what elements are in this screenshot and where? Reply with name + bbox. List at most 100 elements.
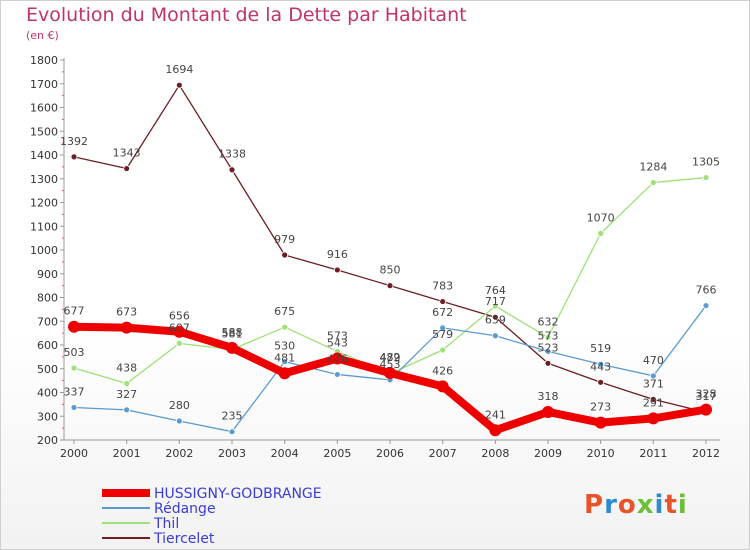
data-label: 453 (380, 358, 401, 371)
legend-label: Rédange (154, 501, 216, 517)
data-point (700, 403, 712, 416)
data-point (491, 302, 499, 310)
y-tick-label: 700 (37, 315, 58, 328)
data-label: 443 (590, 360, 611, 373)
data-point (70, 404, 78, 411)
logo-letter: P (584, 490, 605, 520)
data-label: 783 (432, 280, 453, 293)
data-point (491, 332, 499, 340)
legend-label: Tiercelet (153, 531, 215, 547)
x-tick-label: 2004 (271, 447, 299, 460)
data-label: 519 (590, 342, 611, 355)
data-label: 1338 (218, 148, 246, 161)
data-point (175, 81, 183, 89)
x-tick-label: 2012 (692, 447, 720, 460)
data-point (647, 412, 660, 425)
data-label: 328 (696, 388, 717, 401)
data-label: 675 (274, 305, 295, 318)
data-label: 503 (64, 346, 85, 359)
data-point (281, 323, 289, 331)
y-tick-label: 400 (37, 387, 58, 400)
x-tick-label: 2000 (60, 447, 88, 460)
series-hussigny-godbrange (68, 320, 712, 437)
data-label: 916 (327, 248, 348, 261)
data-point (491, 313, 499, 321)
y-tick-label: 600 (37, 339, 58, 352)
data-point (175, 417, 183, 425)
data-point (489, 424, 502, 437)
y-tick-label: 900 (37, 268, 58, 281)
x-tick-label: 2009 (534, 447, 562, 460)
logo-letter: x (636, 490, 655, 520)
data-label: 764 (485, 284, 506, 297)
legend-label: HUSSIGNY-GODBRANGE (154, 486, 322, 502)
data-label: 476 (327, 352, 348, 365)
data-point (544, 333, 552, 341)
data-point (384, 367, 396, 380)
data-label: 317 (696, 390, 717, 403)
data-point (649, 179, 657, 186)
data-label: 1343 (113, 147, 141, 160)
data-point (123, 406, 131, 414)
data-point (597, 229, 605, 237)
data-label: 581 (222, 328, 243, 341)
data-label: 1305 (692, 156, 720, 169)
data-point (544, 359, 552, 367)
data-point (175, 339, 183, 347)
data-point (331, 352, 344, 365)
proxiti-logo: Proxiti (584, 490, 688, 520)
data-point (436, 380, 449, 393)
data-label: 656 (169, 310, 190, 323)
data-label: 371 (643, 377, 664, 390)
data-label: 235 (222, 410, 243, 423)
y-tick-label: 1000 (30, 244, 58, 257)
y-tick-label: 1700 (30, 78, 58, 91)
y-tick-label: 200 (37, 434, 58, 447)
data-label: 1284 (639, 161, 667, 174)
data-point (702, 174, 710, 181)
data-point (70, 364, 78, 372)
chart-axes: 200 300 400 500 600 700 800 900 1000 1100 1200 1300… (30, 54, 720, 460)
data-label: 482 (380, 351, 401, 364)
data-label: 979 (274, 233, 295, 246)
data-point (386, 282, 394, 290)
x-tick-label: 2003 (218, 447, 246, 460)
data-label: 1070 (587, 211, 615, 224)
legend-label: Thil (153, 516, 179, 532)
data-label: 1392 (60, 135, 88, 148)
y-tick-label: 1200 (30, 197, 58, 210)
x-tick-label: 2002 (165, 447, 193, 460)
data-label: 470 (643, 354, 664, 367)
x-tick-label: 2007 (429, 447, 457, 460)
y-tick-label: 1400 (30, 149, 58, 162)
data-point (123, 165, 131, 172)
logo-letter: i (677, 490, 688, 520)
chart-subtitle: (en €) (26, 29, 59, 42)
data-label: 639 (485, 314, 506, 327)
chart-title: Evolution du Montant de la Dette par Hab… (26, 4, 467, 26)
data-point (439, 298, 447, 305)
data-label: 438 (116, 361, 137, 374)
y-tick-label: 1300 (30, 173, 58, 186)
data-labels-layer: 1392 1343 1694 1338 979 916 850 783 717 523 443 371… (60, 63, 720, 423)
data-point (120, 321, 133, 334)
data-label: 426 (432, 364, 453, 377)
y-tick-label: 1600 (30, 102, 58, 115)
data-point (173, 325, 186, 338)
data-point (226, 341, 238, 354)
y-tick-label: 300 (37, 410, 58, 423)
x-tick-label: 2010 (587, 447, 615, 460)
data-label: 672 (432, 306, 453, 319)
data-point (542, 405, 554, 418)
logo-letter: o (617, 490, 637, 520)
data-point (278, 367, 291, 380)
data-label: 291 (643, 396, 664, 409)
x-tick-label: 2005 (323, 447, 351, 460)
data-point (333, 266, 341, 274)
data-label: 673 (116, 306, 137, 319)
data-label: 573 (327, 329, 348, 342)
y-tick-label: 1500 (30, 125, 58, 138)
data-point (649, 372, 657, 380)
